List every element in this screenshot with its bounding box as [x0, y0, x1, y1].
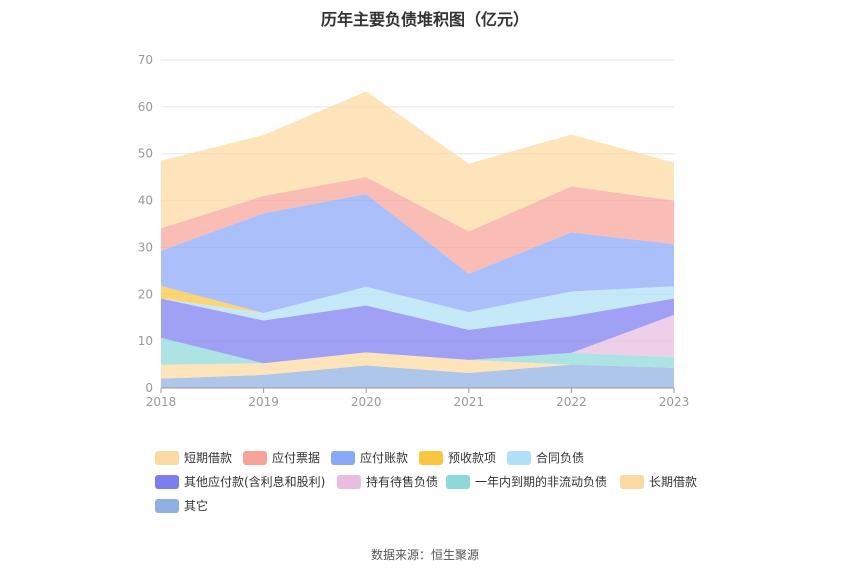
legend-swatch	[155, 499, 179, 513]
area-series-5	[161, 286, 674, 330]
legend-swatch	[419, 451, 443, 465]
y-tick-label: 0	[145, 381, 153, 395]
legend-label: 长期借款	[649, 475, 697, 489]
x-tick-label: 2018	[146, 395, 177, 409]
legend-label: 应付账款	[360, 450, 408, 465]
legend-swatch	[337, 475, 361, 489]
legend-label: 预收款项	[448, 451, 496, 465]
area-series-8	[161, 177, 674, 274]
x-tick-label: 2021	[454, 395, 485, 409]
y-tick-label: 10	[138, 334, 153, 348]
legend-label: 应付票据	[272, 450, 320, 465]
legend-label: 一年内到期的非流动负债	[475, 474, 607, 489]
x-tick-label: 2020	[351, 395, 382, 409]
legend-label: 其他应付款(含利息和股利)	[184, 474, 325, 489]
x-tick-label: 2022	[556, 395, 587, 409]
x-tick-label: 2019	[248, 395, 279, 409]
legend-swatch	[243, 451, 267, 465]
area-series	[161, 91, 674, 388]
legend-item[interactable]: 应付票据	[243, 450, 320, 465]
legend-item[interactable]: 持有待售负债	[337, 474, 438, 489]
legend-label: 持有待售负债	[366, 474, 438, 489]
legend-label: 其它	[184, 498, 208, 513]
axes: 0 10 20 30 40 50 60 70 2018 2019 2020 2021 2022 2023	[138, 53, 690, 409]
area-series-2	[161, 337, 674, 368]
area-series-4	[161, 298, 674, 364]
y-tick-label: 40	[138, 194, 153, 208]
y-tick-label: 50	[138, 147, 153, 161]
legend-label: 短期借款	[184, 451, 232, 465]
legend-item[interactable]: 预收款项	[419, 451, 496, 465]
area-series-0	[161, 364, 674, 388]
area-series-9	[161, 91, 674, 232]
legend-item[interactable]: 应付账款	[331, 450, 408, 465]
x-tick-label: 2023	[659, 395, 690, 409]
legend-item[interactable]: 其它	[155, 498, 208, 513]
legend-swatch	[155, 451, 179, 465]
legend-item[interactable]: 其他应付款(含利息和股利)	[155, 474, 325, 489]
chart-title: 历年主要负债堆积图（亿元）	[320, 10, 529, 29]
y-tick-label: 70	[138, 53, 153, 67]
legend-swatch	[155, 475, 179, 489]
legend-swatch	[446, 475, 470, 489]
legend-swatch	[507, 451, 531, 465]
area-series-1	[161, 352, 674, 379]
legend-item[interactable]: 合同负债	[507, 450, 584, 465]
legend-label: 合同负债	[536, 450, 584, 465]
y-tick-label: 30	[138, 240, 153, 254]
legend-swatch	[331, 451, 355, 465]
legend-item[interactable]: 长期借款	[620, 475, 697, 489]
legend-swatch	[620, 475, 644, 489]
y-tick-label: 20	[138, 287, 153, 301]
y-tick-label: 60	[138, 100, 153, 114]
area-series-7	[161, 194, 674, 313]
legend-item[interactable]: 短期借款	[155, 451, 232, 465]
data-source: 数据来源：恒生聚源	[370, 548, 479, 562]
legend-item[interactable]: 一年内到期的非流动负债	[446, 474, 607, 489]
